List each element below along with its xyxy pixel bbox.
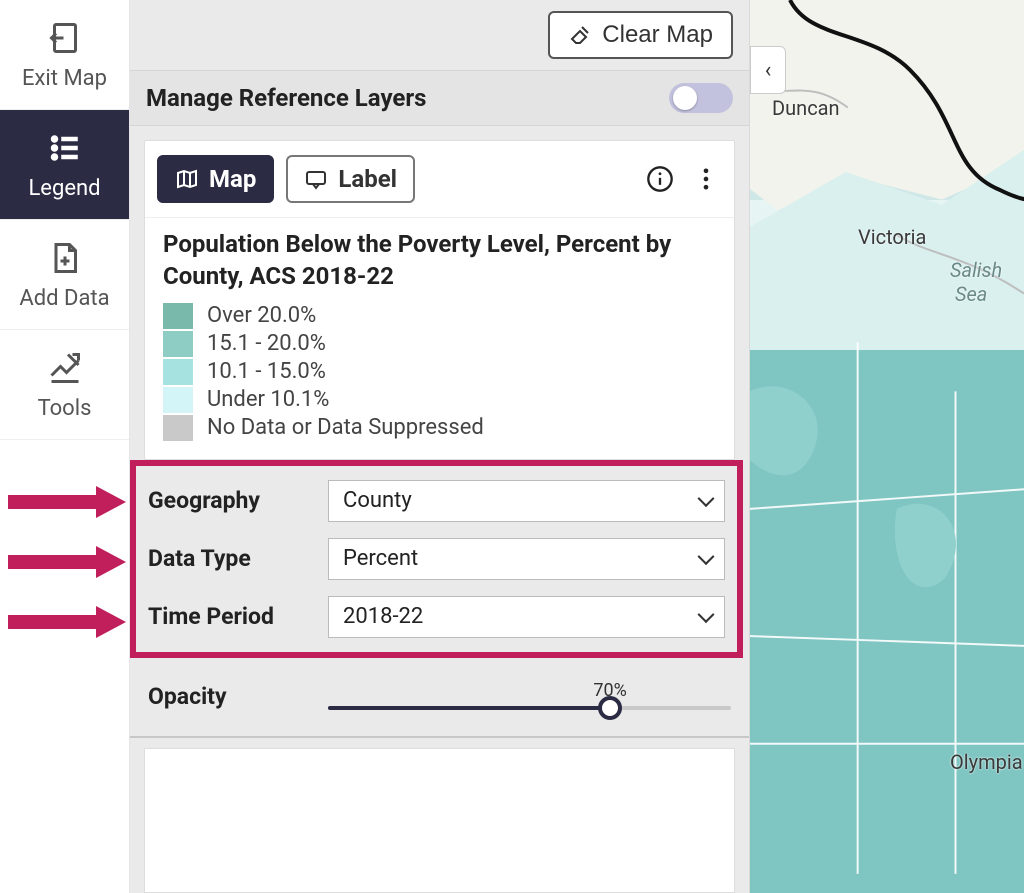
manage-layers-toggle[interactable] <box>669 83 733 113</box>
legend-swatch <box>163 387 193 413</box>
left-nav: Exit Map Legend Add Data Tools <box>0 0 130 893</box>
geography-select[interactable]: County <box>328 480 725 522</box>
empty-card <box>144 748 735 893</box>
callout-arrow <box>8 604 126 640</box>
collapse-panel-button[interactable]: ‹ <box>750 46 786 94</box>
legend-text: 10.1 - 15.0% <box>207 359 326 384</box>
nav-tools-label: Tools <box>38 396 92 421</box>
map-label: Sea <box>955 282 987 306</box>
legend-text: Under 10.1% <box>207 387 329 412</box>
manage-layers-row: Manage Reference Layers <box>130 70 749 126</box>
legend-row: 15.1 - 20.0% <box>163 331 716 357</box>
legend-panel: Clear Map Manage Reference Layers Map La… <box>130 0 750 893</box>
nav-add-data-label: Add Data <box>19 286 109 311</box>
info-icon <box>646 165 674 193</box>
clear-map-label: Clear Map <box>602 21 713 49</box>
opacity-slider[interactable]: 70% <box>328 684 731 710</box>
chevron-left-icon: ‹ <box>765 58 772 83</box>
nav-add-data[interactable]: Add Data <box>0 220 129 330</box>
layer-card: Map Label Population Below the P <box>144 140 735 460</box>
toggle-knob <box>673 86 697 110</box>
legend-block: Population Below the Poverty Level, Perc… <box>145 218 734 459</box>
legend-swatch <box>163 359 193 385</box>
exit-icon <box>47 20 83 56</box>
card-tabs-row: Map Label <box>145 141 734 218</box>
legend-swatch <box>163 303 193 329</box>
map-label: Salish <box>950 258 1002 282</box>
timeperiod-row: Time Period 2018-22 <box>148 588 725 646</box>
clear-map-button[interactable]: Clear Map <box>548 11 733 59</box>
nav-legend-label: Legend <box>28 176 100 201</box>
datatype-select[interactable]: Percent <box>328 538 725 580</box>
opacity-row: Opacity 70% <box>130 658 749 738</box>
legend-row: No Data or Data Suppressed <box>163 415 716 441</box>
callout-arrow <box>8 484 126 520</box>
add-data-icon <box>47 240 83 276</box>
slider-fill <box>328 706 610 710</box>
info-button[interactable] <box>644 163 676 195</box>
legend-text: 15.1 - 20.0% <box>207 331 326 356</box>
arrow-icon <box>8 544 126 580</box>
datatype-label: Data Type <box>148 545 328 572</box>
more-button[interactable] <box>690 163 722 195</box>
tools-icon <box>47 350 83 386</box>
geography-label: Geography <box>148 487 328 514</box>
arrow-icon <box>8 484 126 520</box>
nav-exit-label: Exit Map <box>22 66 107 91</box>
legend-row: Under 10.1% <box>163 387 716 413</box>
legend-text: Over 20.0% <box>207 303 316 328</box>
legend-swatch <box>163 331 193 357</box>
geography-value: County <box>343 488 412 513</box>
slider-thumb[interactable] <box>598 696 622 720</box>
map-lines <box>750 0 1024 874</box>
legend-text: No Data or Data Suppressed <box>207 415 484 440</box>
datatype-value: Percent <box>343 546 418 571</box>
manage-layers-title: Manage Reference Layers <box>146 84 426 112</box>
map-label: Victoria <box>858 225 926 249</box>
map-icon <box>175 167 199 191</box>
tab-label[interactable]: Label <box>286 155 415 203</box>
legend-title: Population Below the Poverty Level, Perc… <box>163 228 716 293</box>
opacity-label: Opacity <box>148 683 328 710</box>
map-label: Olympia <box>950 750 1023 774</box>
nav-tools[interactable]: Tools <box>0 330 129 440</box>
label-icon <box>304 167 328 191</box>
timeperiod-label: Time Period <box>148 603 328 630</box>
timeperiod-select[interactable]: 2018-22 <box>328 596 725 638</box>
tab-label-label: Label <box>338 165 397 193</box>
legend-swatch <box>163 415 193 441</box>
legend-icon <box>47 130 83 166</box>
nav-exit-map[interactable]: Exit Map <box>0 0 129 110</box>
tab-map-label: Map <box>209 165 256 193</box>
panel-toolbar: Clear Map <box>130 0 749 70</box>
timeperiod-value: 2018-22 <box>343 604 423 629</box>
highlighted-controls: Geography County Data Type Percent Time … <box>130 460 743 658</box>
legend-row: Over 20.0% <box>163 303 716 329</box>
erase-icon <box>568 23 592 47</box>
geography-row: Geography County <box>148 472 725 530</box>
datatype-row: Data Type Percent <box>148 530 725 588</box>
more-vertical-icon <box>692 165 720 193</box>
callout-arrow <box>8 544 126 580</box>
arrow-icon <box>8 604 126 640</box>
tab-map[interactable]: Map <box>157 155 274 203</box>
map-label: Duncan <box>772 96 840 120</box>
map-canvas[interactable]: Duncan Victoria SalishSea Olympia ‹ <box>750 0 1024 893</box>
legend-row: 10.1 - 15.0% <box>163 359 716 385</box>
nav-legend[interactable]: Legend <box>0 110 129 220</box>
slider-track <box>328 706 731 710</box>
